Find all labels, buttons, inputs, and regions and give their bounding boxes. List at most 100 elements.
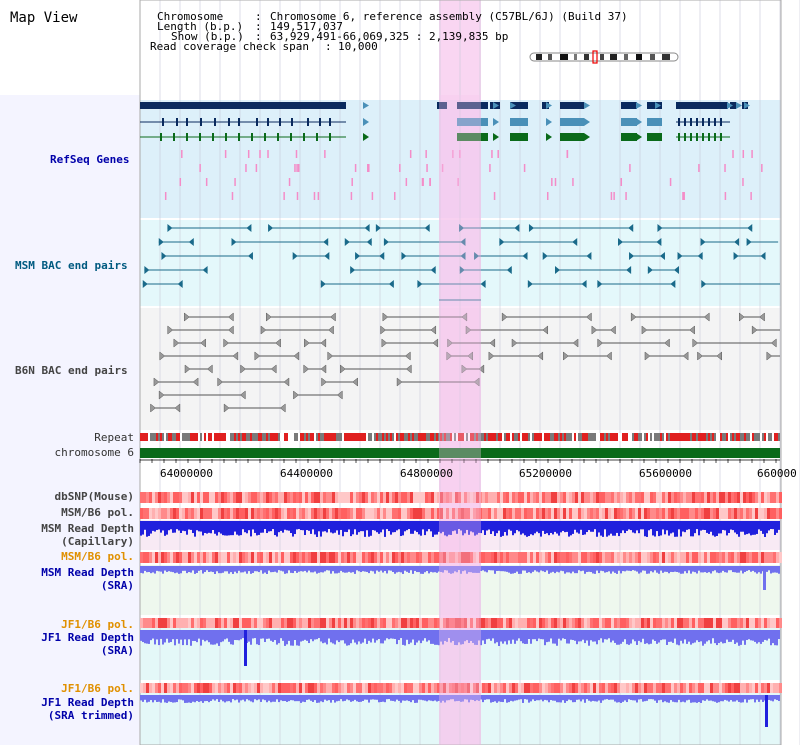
refseq-mark <box>613 192 615 200</box>
read-depth-bar <box>508 521 510 530</box>
track-label-b6n-bac[interactable]: B6N BAC end pairs <box>15 364 128 377</box>
track-label-dbsnp[interactable]: dbSNP(Mouse) <box>54 490 134 503</box>
read-depth-bar <box>758 630 760 643</box>
polymorphism-bin <box>284 683 287 693</box>
track-label-msm-b6-pol-2[interactable]: MSM/B6 pol. <box>61 550 134 563</box>
read-depth-bar <box>396 630 398 645</box>
polymorphism-bin <box>539 508 542 519</box>
read-depth-bar <box>402 566 404 574</box>
polymorphism-bin <box>680 508 683 519</box>
read-depth-bar <box>528 521 530 537</box>
track-label-refseq[interactable]: RefSeq Genes <box>50 153 130 166</box>
polymorphism-bin <box>479 618 482 628</box>
read-depth-bar <box>334 630 336 645</box>
info-coverage-sep: : <box>325 40 332 53</box>
read-depth-bar <box>216 521 218 536</box>
polymorphism-bin <box>350 492 353 503</box>
ruler-tick-label: 65200000 <box>519 467 572 480</box>
read-depth-bar <box>548 630 550 642</box>
read-depth-bar <box>146 566 148 573</box>
polymorphism-bin <box>773 683 776 693</box>
exon <box>267 118 269 126</box>
read-depth-bar <box>548 521 550 536</box>
track-label-jf1-depth-trimmed[interactable]: JF1 Read Depth <box>41 696 134 709</box>
read-depth-bar <box>428 521 430 530</box>
track-label-jf1-b6-pol-2[interactable]: JF1/B6 pol. <box>61 682 134 695</box>
read-depth-bar <box>752 695 754 700</box>
read-depth-bar <box>694 521 696 534</box>
bac-end <box>355 252 361 260</box>
read-depth-bar <box>176 521 178 530</box>
bac-end <box>447 338 453 348</box>
track-label-chromosome[interactable]: chromosome 6 <box>54 446 134 459</box>
read-depth-bar <box>360 521 362 532</box>
polymorphism-bin <box>428 552 431 563</box>
polymorphism-bin <box>647 618 650 628</box>
polymorphism-bin <box>470 552 473 563</box>
read-depth-bar <box>682 521 684 532</box>
polymorphism-bin <box>761 618 764 628</box>
refseq-gene <box>647 102 662 109</box>
polymorphism-bin <box>473 552 476 563</box>
gene-arrow <box>584 133 590 141</box>
polymorphism-bin <box>488 618 491 628</box>
read-depth-bar <box>404 566 406 571</box>
polymorphism-bin <box>410 618 413 628</box>
polymorphism-bin <box>284 552 287 563</box>
track-label-msm-b6-pol[interactable]: MSM/B6 pol. <box>61 506 134 519</box>
polymorphism-bin <box>197 683 200 693</box>
read-depth-bar <box>312 695 314 702</box>
repeat-element <box>646 433 648 441</box>
read-depth-bar <box>242 521 244 530</box>
polymorphism-bin <box>725 552 728 563</box>
polymorphism-bin <box>143 508 146 519</box>
repeat-element <box>156 433 158 441</box>
track-label-msm-depth-capillary[interactable]: MSM Read Depth <box>41 522 134 535</box>
read-depth-bar <box>618 630 620 645</box>
read-depth-bar <box>210 521 212 534</box>
read-depth-bar <box>350 521 352 537</box>
polymorphism-bin <box>620 492 623 503</box>
polymorphism-bin <box>494 618 497 628</box>
read-depth-bar <box>670 630 672 642</box>
track-label-msm-depth-sra[interactable]: MSM Read Depth <box>41 566 134 579</box>
repeat-element <box>776 433 778 441</box>
polymorphism-bin <box>203 618 206 628</box>
polymorphism-bin <box>719 618 722 628</box>
polymorphism-bin <box>542 508 545 519</box>
refseq-mark <box>683 192 685 200</box>
read-depth-bar <box>548 566 550 574</box>
track-label-jf1-b6-pol[interactable]: JF1/B6 pol. <box>61 618 134 631</box>
read-depth-bar <box>498 566 500 571</box>
read-depth-bar <box>486 630 488 640</box>
read-depth-bar <box>372 566 374 572</box>
bac-end <box>542 325 549 335</box>
repeat-element <box>550 433 552 441</box>
track-label-repeat[interactable]: Repeat <box>94 431 134 444</box>
exon <box>319 118 321 126</box>
read-depth-bar <box>160 566 162 572</box>
polymorphism-bin <box>431 683 434 693</box>
read-depth-bar <box>428 695 430 701</box>
bac-end <box>352 377 358 387</box>
polymorphism-bin <box>209 552 212 563</box>
read-depth-bar <box>430 630 432 644</box>
read-depth-bar <box>726 521 728 536</box>
polymorphism-bin <box>482 492 485 503</box>
bac-end <box>320 364 327 374</box>
polymorphism-bin <box>311 508 314 519</box>
polymorphism-bin <box>290 508 293 519</box>
read-depth-bar <box>498 521 500 531</box>
track-label-jf1-depth-sra[interactable]: JF1 Read Depth <box>41 631 134 644</box>
track-label-msm-bac[interactable]: MSM BAC end pairs <box>15 259 128 272</box>
polymorphism-bin <box>236 508 239 519</box>
read-depth-bar <box>720 566 722 573</box>
polymorphism-bin <box>437 552 440 563</box>
polymorphism-bin <box>332 618 335 628</box>
read-depth-bar <box>682 695 684 702</box>
read-depth-bar <box>604 695 606 700</box>
polymorphism-bin <box>236 618 239 628</box>
read-depth-bar <box>546 521 548 534</box>
read-depth-bar <box>246 695 248 700</box>
